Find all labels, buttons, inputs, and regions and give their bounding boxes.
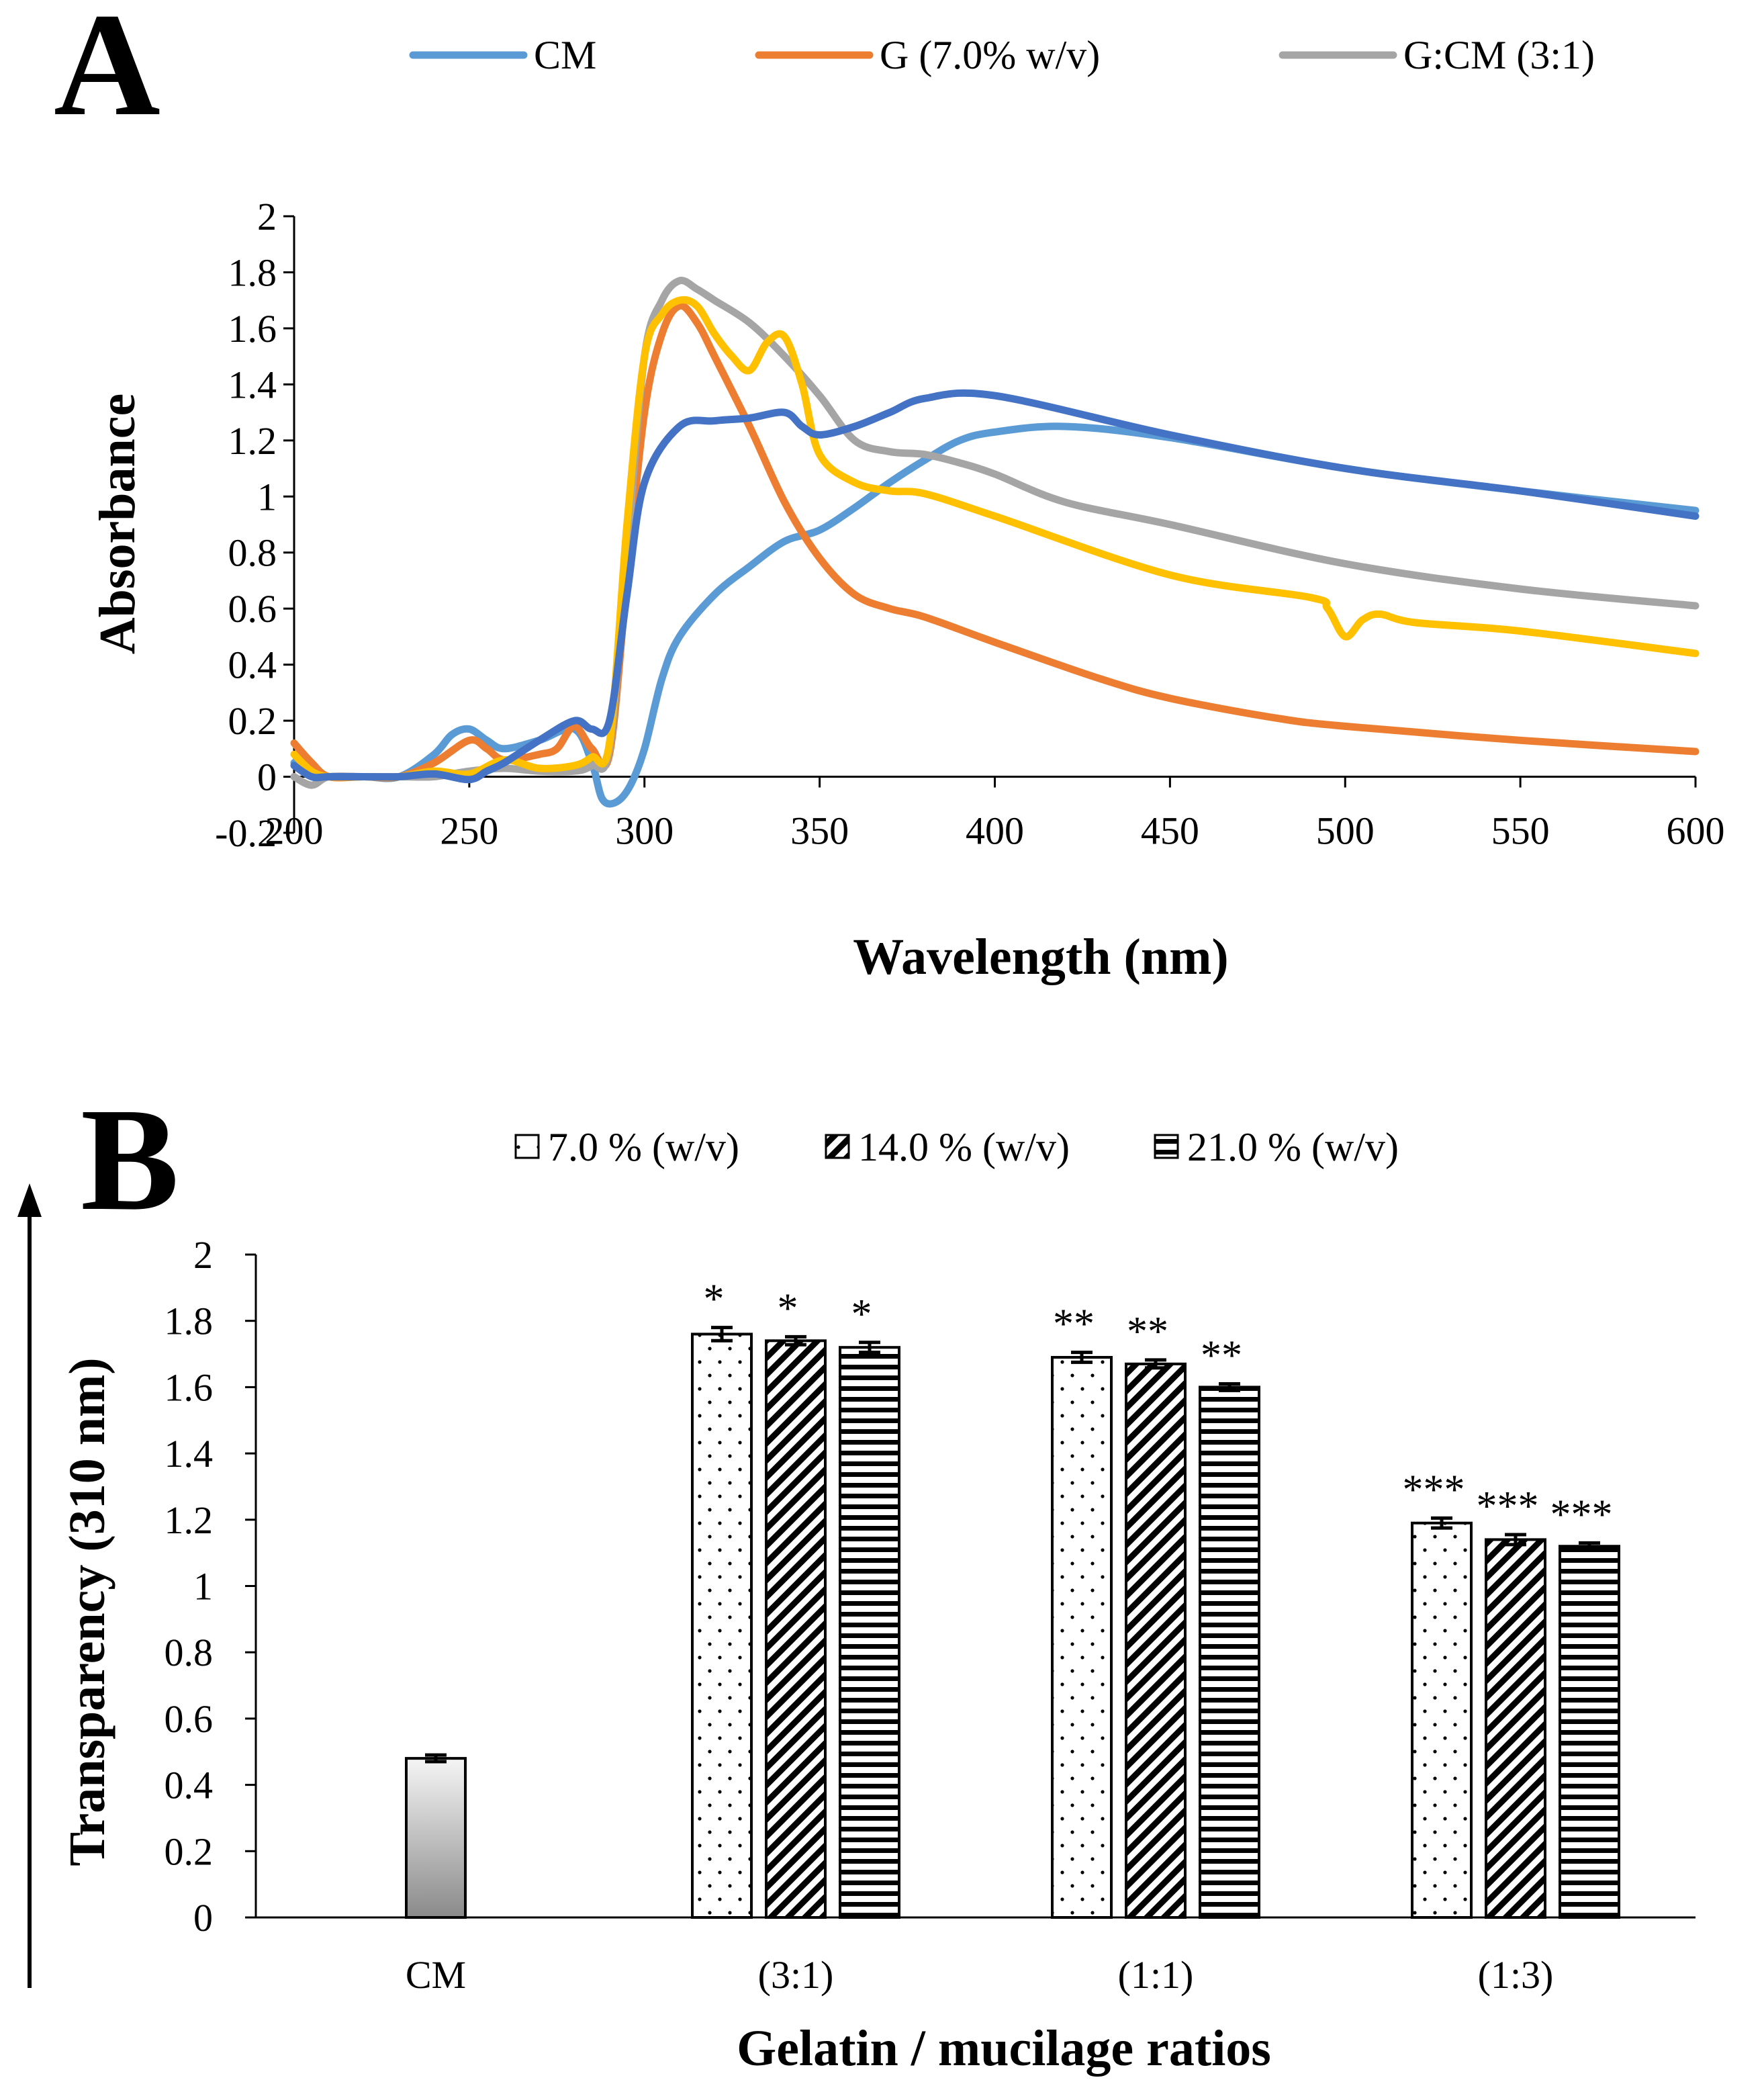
y-tick-label-a: 1.4 — [228, 363, 277, 406]
y-tick-label-b: 0.2 — [165, 1829, 214, 1873]
legend-label-a: G (7.0% w/v) — [880, 33, 1100, 77]
y-tick-label-a: 1.8 — [228, 251, 277, 294]
category-label-b: (1:3) — [1478, 1953, 1554, 1997]
bar-diagonal — [765, 1339, 827, 1919]
bar-dots — [1051, 1355, 1113, 1919]
significance-mark: * — [704, 1277, 725, 1322]
bar-horizontal — [1559, 1545, 1620, 1919]
legend-label-b: 7.0 % (w/v) — [548, 1125, 739, 1169]
x-tick-label-a: 550 — [1491, 809, 1550, 853]
series-line-3 — [290, 277, 1700, 789]
y-tick-label-a: 0 — [257, 756, 277, 799]
panel-label-b: B — [81, 1077, 179, 1241]
y-tick-label-a: 0.4 — [228, 643, 277, 687]
legend-a: CM G (7.0% w/v) G:CM (3:1) — [409, 33, 1595, 77]
y-tick-label-a: 1.6 — [228, 307, 277, 351]
y-tick-label-a: -0.2 — [215, 811, 277, 855]
bar-diagonal — [1485, 1538, 1546, 1919]
significance-mark: *** — [1550, 1492, 1613, 1537]
y-tick-label-a: 1.2 — [228, 419, 277, 463]
legend-label-b: 14.0 % (w/v) — [858, 1125, 1070, 1169]
y-tick-label-b: 0 — [193, 1896, 213, 1940]
legend-label-a: G:CM (3:1) — [1403, 33, 1595, 77]
y-tick-label-b: 0.4 — [165, 1764, 214, 1807]
y-tick-label-a: 2 — [257, 195, 277, 238]
category-labels-b: CM (3:1) (1:1) (1:3) — [406, 1953, 1554, 1997]
series-line-2 — [290, 302, 1700, 782]
x-tick-label-a: 500 — [1316, 809, 1375, 853]
y-tick-label-a: 0.2 — [228, 699, 277, 743]
series-line-5 — [290, 389, 1700, 784]
significance-mark: ** — [1053, 1302, 1095, 1347]
legend-swatch-b — [1154, 1134, 1179, 1159]
significance-mark: ** — [1201, 1332, 1242, 1378]
bar-control — [405, 1757, 467, 1919]
legend-label-b: 21.0 % (w/v) — [1187, 1125, 1399, 1169]
legend-b: 7.0 % (w/v) 14.0 % (w/v) 21.0 % (w/v) — [514, 1125, 1399, 1169]
y-tick-label-a: 0.8 — [228, 531, 277, 575]
panel-b: B 7.0 % (w/v) 14.0 % (w/v) 21.0 % (w/v) 00… — [17, 1077, 1696, 2077]
series-lines-a — [290, 277, 1700, 808]
y-tick-label-b: 0.8 — [165, 1631, 214, 1674]
bars-b — [405, 1326, 1620, 1919]
y-tick-label-b: 1.6 — [165, 1365, 214, 1409]
y-tick-label-a: 1 — [257, 475, 277, 518]
x-tick-label-a: 400 — [966, 809, 1024, 853]
y-tick-label-b: 1 — [193, 1565, 213, 1609]
y-tick-label-b: 0.6 — [165, 1697, 214, 1741]
x-axis-title-a: Wavelength (nm) — [853, 929, 1228, 985]
y-tick-label-b: 2 — [193, 1233, 213, 1277]
significance-mark: * — [778, 1285, 798, 1331]
legend-label-a: CM — [534, 33, 596, 77]
significance-marks-b: * * * ** ******* *** *** — [704, 1277, 1613, 1538]
x-tick-label-a: 250 — [440, 809, 498, 853]
y-tick-label-b: 1.8 — [165, 1300, 214, 1343]
x-tick-label-a: 600 — [1667, 809, 1725, 853]
y-tick-labels-b: 0 0.2 0.4 0.6 0.8 1 1.2 1.4 1.6 1.8 2 — [165, 1233, 214, 1940]
x-tick-label-a: 200 — [265, 809, 324, 853]
y-tick-label-b: 1.2 — [165, 1498, 214, 1542]
category-label-b: (1:1) — [1118, 1953, 1194, 1997]
x-tick-label-a: 350 — [790, 809, 849, 853]
panel-a: A CM G (7.0% w/v) G:CM (3:1) -0.2 0 0.2 0.4 0.… — [54, 0, 1725, 985]
category-label-b: (3:1) — [758, 1953, 834, 1997]
series-line-1 — [290, 422, 1700, 808]
y-tick-label-b: 1.4 — [165, 1432, 214, 1476]
x-axis-title-b: Gelatin / mucilage ratios — [737, 2020, 1271, 2077]
axes-a — [283, 215, 1697, 834]
y-axis-title-b: Transparency (310 nm) — [59, 1357, 115, 1866]
x-tick-labels-a: 200 250 300 350 400 450 500 550 600 — [265, 809, 1725, 853]
y-tick-label-a: 0.6 — [228, 587, 277, 631]
significance-mark: *** — [1477, 1484, 1539, 1529]
legend-swatch-b — [825, 1134, 850, 1159]
legend-swatch-b — [514, 1134, 540, 1159]
series-line-4 — [290, 296, 1700, 781]
bar-dots — [691, 1332, 753, 1919]
y-tick-labels-a: -0.2 0 0.2 0.4 0.6 0.8 1 1.2 1.4 1.6 1.8 2 — [215, 195, 277, 855]
bar-horizontal — [839, 1346, 900, 1919]
y-axis-arrow-head-b — [17, 1183, 42, 1217]
panel-label-a: A — [54, 0, 160, 146]
x-tick-label-a: 450 — [1141, 809, 1199, 853]
significance-mark: * — [851, 1292, 872, 1337]
bar-diagonal — [1125, 1362, 1187, 1919]
category-label-b: CM — [406, 1953, 466, 1997]
bar-horizontal — [1199, 1386, 1260, 1919]
significance-mark: ** — [1127, 1309, 1168, 1355]
bar-dots — [1411, 1521, 1473, 1919]
significance-mark: *** — [1403, 1467, 1465, 1512]
x-tick-label-a: 300 — [615, 809, 674, 853]
y-axis-title-a: Absorbance — [89, 394, 146, 654]
